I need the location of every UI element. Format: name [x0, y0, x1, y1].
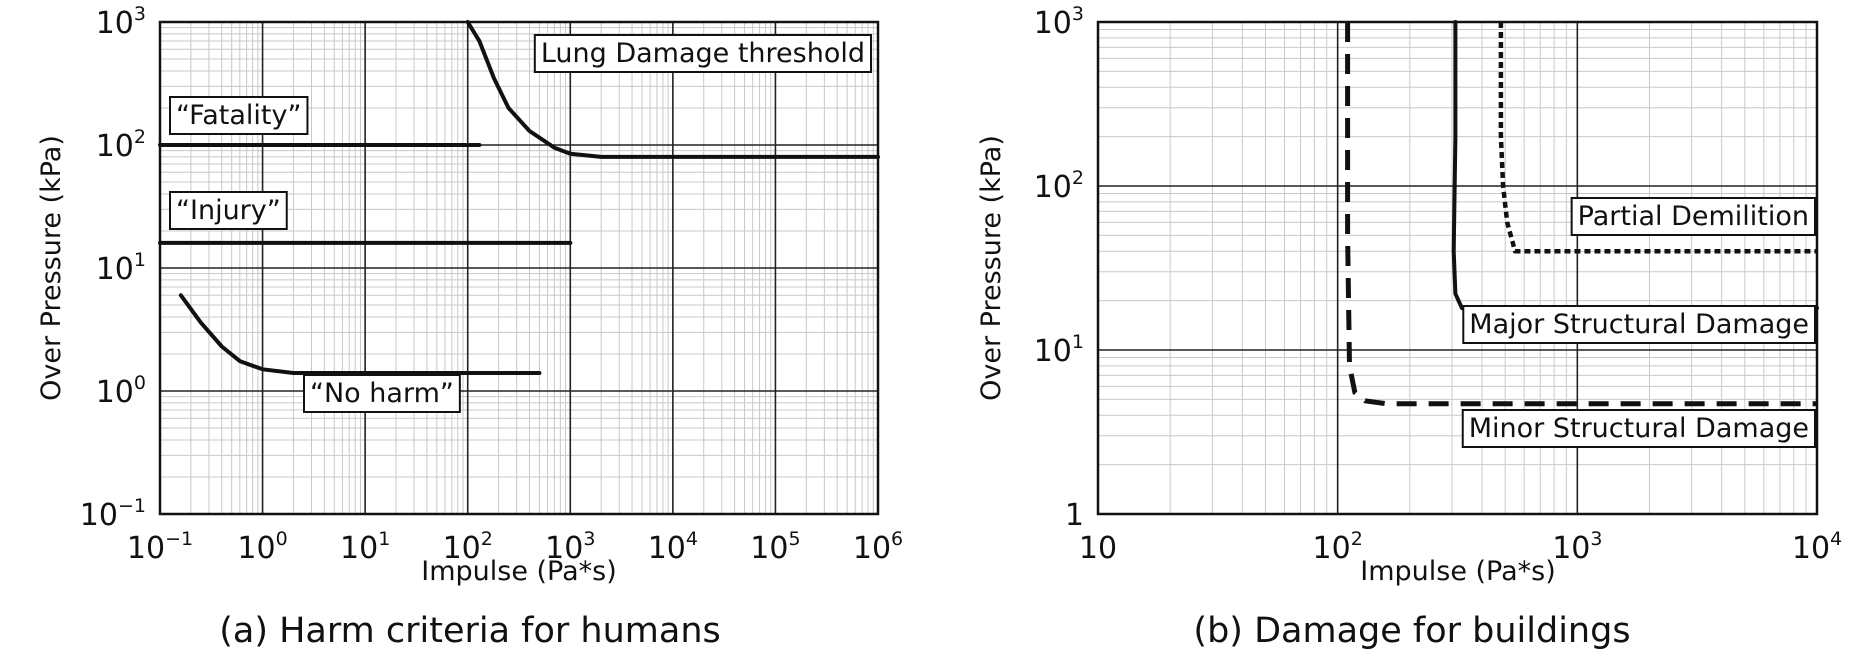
x-tick-label: 104 [648, 528, 698, 566]
series-label-text: “Injury” [176, 195, 281, 226]
x-axis-title: Impulse (Pa*s) [1360, 556, 1556, 587]
series-label-text: Partial Demilition [1578, 201, 1809, 232]
y-tick-label: 1 [1065, 498, 1084, 533]
x-tick-label: 103 [1552, 528, 1602, 566]
y-tick-label: 103 [96, 3, 146, 41]
y-tick-label: 102 [96, 126, 146, 164]
x-tick-label: 104 [1792, 528, 1842, 566]
y-tick-label: 102 [1034, 167, 1084, 205]
x-tick-label: 105 [750, 528, 800, 566]
label-box [303, 374, 461, 413]
x-tick-label: 10 [1079, 531, 1117, 566]
grid-minor [1098, 22, 1817, 514]
series-line [1498, 22, 1817, 254]
y-tick-labels: 10−1 100 101 102 103 [80, 3, 146, 533]
series-label: Minor Structural Damage [1461, 409, 1816, 448]
label-box [1462, 305, 1816, 344]
y-tick-label: 100 [96, 372, 146, 410]
series-labels: Lung Damage threshold “Fatality” “Injury” “… [169, 34, 872, 413]
y-tick-label: 101 [1034, 331, 1084, 369]
series-group [158, 20, 880, 375]
series-label: “Fatality” [169, 96, 309, 135]
series-label: Partial Demilition [1570, 197, 1816, 236]
y-tick-label: 101 [96, 249, 146, 287]
panel-building-damage: 10 102 103 104 1 101 102 103 Impulse (Pa*s) Ov… [976, 3, 1842, 651]
x-tick-label: 106 [853, 528, 903, 566]
series-line [1345, 22, 1817, 407]
y-axis-title: Over Pressure (kPa) [976, 135, 1007, 401]
caption-a: (a) Harm criteria for humans [219, 611, 721, 651]
x-tick-label: 100 [237, 528, 287, 566]
x-tick-label: 101 [340, 528, 390, 566]
label-box [169, 191, 288, 230]
x-axis-title: Impulse (Pa*s) [421, 556, 617, 587]
label-box [1461, 409, 1816, 448]
series-label-text: “No harm” [310, 378, 454, 409]
x-tick-label: 10−1 [127, 528, 193, 566]
y-tick-labels: 1 101 102 103 [1034, 3, 1084, 533]
series-label-text: Major Structural Damage [1469, 309, 1809, 340]
series-line [1451, 20, 1819, 311]
series-label: “Injury” [169, 191, 288, 230]
series-label: “No harm” [303, 374, 461, 413]
y-axis-title: Over Pressure (kPa) [36, 135, 67, 401]
label-box [1570, 197, 1816, 236]
series-labels: Partial Demilition Major Structural Damag… [1461, 197, 1816, 448]
series-label-text: Minor Structural Damage [1469, 413, 1809, 444]
caption-b: (b) Damage for buildings [1193, 611, 1630, 651]
series-line [465, 20, 880, 159]
x-tick-labels: 10 102 103 104 [1079, 528, 1842, 566]
x-tick-label: 102 [443, 528, 493, 566]
series-label: Major Structural Damage [1462, 305, 1816, 344]
series-label-text: “Fatality” [176, 100, 301, 131]
series-label-text: Lung Damage threshold [541, 38, 865, 69]
series-line [178, 293, 542, 375]
panel-harm-criteria: 10−1 100 101 102 103 104 105 106 10−11001011021… [36, 3, 903, 651]
plot-frame [1096, 20, 1819, 516]
x-tick-label: 103 [545, 528, 595, 566]
x-tick-labels: 10−1 100 101 102 103 104 105 106 [127, 528, 903, 566]
plot-frame [158, 20, 880, 516]
y-tick-label: 10−1 [80, 495, 146, 533]
label-box [533, 34, 872, 73]
label-box [169, 96, 309, 135]
x-tick-label: 102 [1313, 528, 1363, 566]
y-tick-label: 103 [1034, 3, 1084, 41]
series-label: Lung Damage threshold [533, 34, 872, 73]
